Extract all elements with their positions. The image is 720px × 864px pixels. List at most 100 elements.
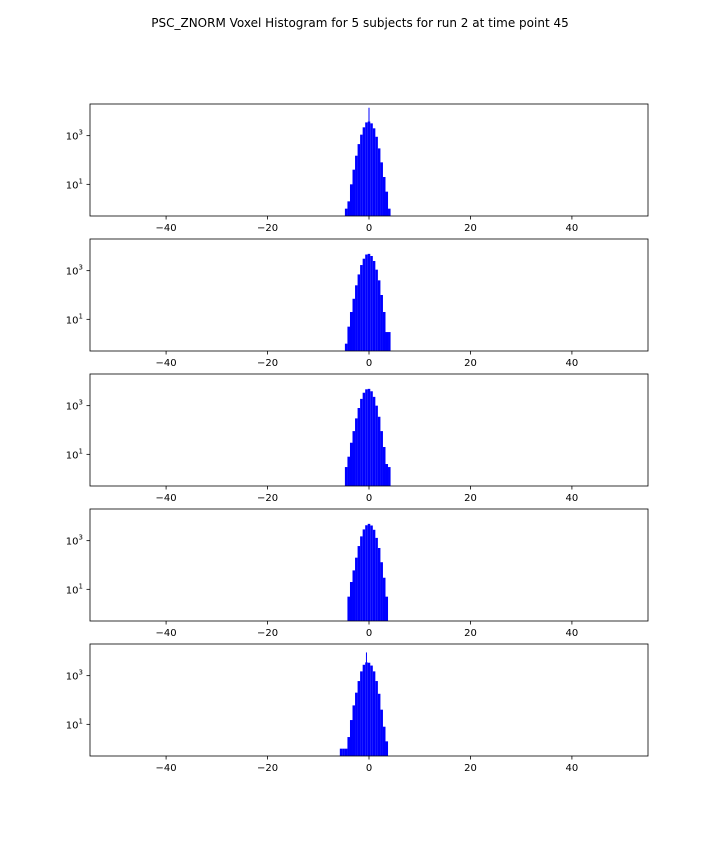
histogram-bar xyxy=(344,343,348,351)
histogram-bars xyxy=(347,523,389,621)
histogram-bar xyxy=(382,177,386,216)
y-tick-base: 10 xyxy=(66,585,79,596)
y-tick-base: 10 xyxy=(66,450,79,461)
histogram-bar xyxy=(380,562,383,621)
histogram-bar xyxy=(355,692,358,756)
y-tick-base: 10 xyxy=(66,132,79,143)
histogram-bar xyxy=(385,464,389,486)
histogram-bar xyxy=(372,671,376,756)
histogram-bar xyxy=(385,596,389,621)
histogram-bar xyxy=(339,748,343,756)
histogram-bar xyxy=(365,122,368,216)
figure-title: PSC_ZNORM Voxel Histogram for 5 subjects… xyxy=(151,16,569,30)
x-tick-label: 40 xyxy=(566,493,579,504)
histogram-bar xyxy=(362,664,366,756)
x-tick-label: 20 xyxy=(464,493,477,504)
histogram-bar xyxy=(380,431,383,486)
histogram-bar xyxy=(352,169,356,216)
histogram-bar xyxy=(372,128,376,216)
histogram-bars xyxy=(344,253,391,351)
histogram-bar xyxy=(355,557,358,621)
histogram-bar xyxy=(360,134,363,216)
y-tick-exponent: 3 xyxy=(79,129,83,137)
x-tick-label: 40 xyxy=(566,223,579,234)
x-tick-label: −40 xyxy=(156,763,177,774)
y-tick-exponent: 3 xyxy=(79,669,83,677)
histogram-bar xyxy=(365,389,368,486)
histogram-bar xyxy=(367,662,371,756)
histogram-bar xyxy=(377,148,381,216)
histogram-bar xyxy=(380,709,383,756)
histogram-bar xyxy=(360,671,363,756)
histogram-bar xyxy=(360,265,363,351)
x-tick-label: 20 xyxy=(464,358,477,369)
histogram-bar xyxy=(375,405,378,486)
y-tick-base: 10 xyxy=(66,402,79,413)
histogram-bar xyxy=(344,748,348,756)
histogram-bar xyxy=(347,326,350,351)
histogram-bar xyxy=(382,312,386,351)
histogram-bar xyxy=(349,442,353,486)
histogram-bar xyxy=(370,256,373,351)
x-tick-label: 20 xyxy=(464,223,477,234)
y-tick-base: 10 xyxy=(66,267,79,278)
histogram-bar xyxy=(385,741,389,756)
histogram-bar xyxy=(344,208,348,216)
histogram-bar xyxy=(347,737,350,756)
histogram-bar xyxy=(370,391,373,486)
histogram-bar xyxy=(362,258,366,351)
histogram-bar xyxy=(344,467,348,486)
x-tick-label: 20 xyxy=(464,763,477,774)
histogram-bar xyxy=(367,523,371,621)
histogram-bars xyxy=(339,652,389,756)
x-tick-label: −20 xyxy=(257,493,278,504)
histogram-bar xyxy=(372,396,376,486)
histogram-bar xyxy=(370,665,373,756)
histogram-bar xyxy=(355,155,358,216)
y-tick-label: 103 xyxy=(66,264,83,278)
y-tick-base: 10 xyxy=(66,315,79,326)
histogram-bar xyxy=(377,416,381,486)
y-tick-label: 103 xyxy=(66,399,83,413)
histogram-bar xyxy=(349,720,353,756)
y-tick-exponent: 1 xyxy=(79,447,83,455)
histogram-bars xyxy=(344,107,391,216)
histogram-bar xyxy=(375,537,378,621)
histogram-bar xyxy=(370,123,373,216)
histogram-bar xyxy=(385,332,389,351)
y-tick-base: 10 xyxy=(66,720,79,731)
histogram-bar xyxy=(367,253,371,351)
y-tick-base: 10 xyxy=(66,537,79,548)
y-tick-label: 101 xyxy=(66,312,83,326)
histogram-bar xyxy=(360,536,363,621)
histogram-bar xyxy=(352,570,356,621)
x-tick-label: 40 xyxy=(566,763,579,774)
x-tick-label: 40 xyxy=(566,358,579,369)
histogram-bar xyxy=(352,431,356,486)
histogram-bar xyxy=(382,447,386,486)
histogram-bar xyxy=(377,693,381,756)
histogram-bar xyxy=(357,408,361,486)
histogram-bar xyxy=(367,388,371,486)
x-tick-label: 0 xyxy=(366,223,372,234)
histogram-bar xyxy=(357,681,361,756)
x-tick-label: −40 xyxy=(156,358,177,369)
histogram-bar xyxy=(388,332,391,351)
histogram-bar xyxy=(349,184,353,216)
histogram-bar xyxy=(375,269,378,351)
histogram-bar xyxy=(347,201,350,216)
x-tick-label: 0 xyxy=(366,763,372,774)
y-tick-exponent: 1 xyxy=(79,582,83,590)
histogram-bar xyxy=(347,596,350,621)
histogram-bar xyxy=(357,546,361,621)
histogram-bar xyxy=(365,254,368,351)
x-tick-label: −40 xyxy=(156,223,177,234)
x-tick-label: 0 xyxy=(366,628,372,639)
x-tick-label: −40 xyxy=(156,628,177,639)
